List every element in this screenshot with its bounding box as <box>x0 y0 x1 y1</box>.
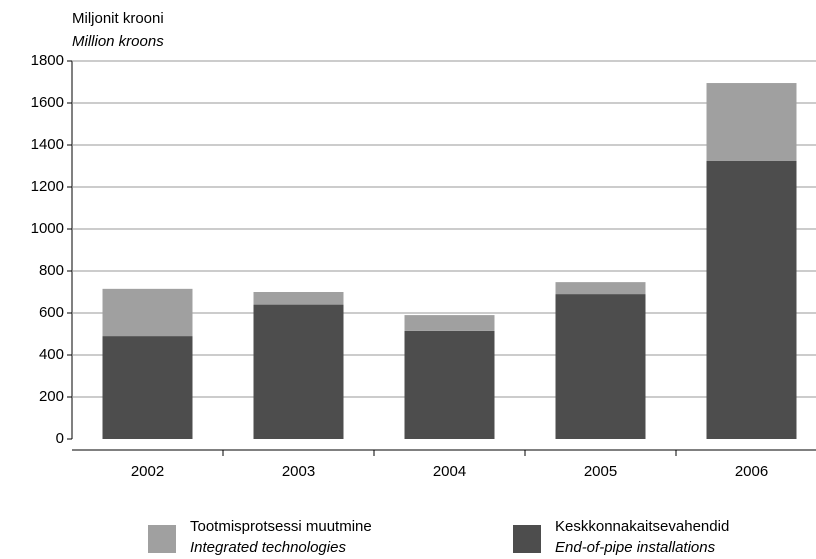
bar-segment <box>253 292 344 305</box>
bar-segment <box>706 160 797 439</box>
y-tick-label: 400 <box>39 346 64 363</box>
y-tick-label: 1200 <box>31 178 64 195</box>
y-axis-label-en: Million kroons <box>72 33 164 50</box>
bar-segment <box>102 288 193 337</box>
x-tick-label: 2006 <box>735 463 768 480</box>
bar-segment <box>102 336 193 439</box>
x-tick-label: 2004 <box>433 463 466 480</box>
legend-label-en: End-of-pipe installations <box>555 539 716 556</box>
bar-segment <box>404 330 495 439</box>
legend-label: Tootmisprotsessi muutmine <box>190 518 372 535</box>
y-tick-label: 1000 <box>31 220 64 237</box>
bar-segment <box>253 304 344 439</box>
y-axis-label: Miljonit krooni <box>72 10 164 27</box>
y-tick-label: 200 <box>39 388 64 405</box>
y-tick-label: 1400 <box>31 136 64 153</box>
legend-swatch <box>513 525 541 553</box>
bar-segment <box>555 282 646 295</box>
bar-segment <box>404 315 495 331</box>
x-tick-label: 2005 <box>584 463 617 480</box>
legend-label: Keskkonnakaitsevahendid <box>555 518 729 535</box>
x-tick-label: 2002 <box>131 463 164 480</box>
x-tick-label: 2003 <box>282 463 315 480</box>
legend-label-en: Integrated technologies <box>190 539 346 556</box>
bar-segment <box>706 83 797 161</box>
legend-swatch <box>148 525 176 553</box>
y-tick-label: 600 <box>39 304 64 321</box>
y-tick-label: 1600 <box>31 94 64 111</box>
bar-segment <box>555 294 646 439</box>
y-tick-label: 1800 <box>31 52 64 69</box>
y-tick-label: 0 <box>56 430 64 447</box>
y-tick-label: 800 <box>39 262 64 279</box>
